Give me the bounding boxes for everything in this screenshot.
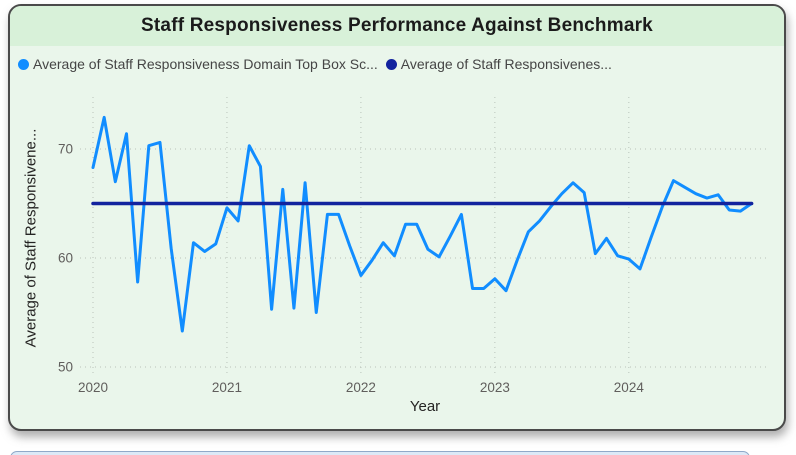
y-axis-title: Average of Staff Responsivene... xyxy=(22,128,40,348)
x-tick-label: 2021 xyxy=(212,380,242,395)
x-axis-title: Year xyxy=(409,398,441,415)
legend-item-benchmark[interactable]: Average of Staff Responsivenes... xyxy=(385,56,612,72)
y-tick-label: 60 xyxy=(58,251,73,266)
legend-label: Average of Staff Responsivenes... xyxy=(400,56,612,72)
plot-area: 2020 2021 2022 2023 2024 50 60 70 Year xyxy=(10,92,786,431)
legend-label: Average of Staff Responsiveness Domain T… xyxy=(33,56,378,72)
x-tick-label: 2020 xyxy=(78,380,108,395)
x-tick-label: 2024 xyxy=(614,380,645,395)
x-tick-label: 2023 xyxy=(480,380,510,395)
next-card-top-edge[interactable] xyxy=(10,451,750,455)
legend-item-topbox-score[interactable]: Average of Staff Responsiveness Domain T… xyxy=(18,56,378,72)
x-tick-label: 2022 xyxy=(346,380,376,395)
series-line[interactable] xyxy=(91,115,754,333)
y-tick-label: 50 xyxy=(58,360,73,375)
chart-svg[interactable]: 2020 2021 2022 2023 2024 50 60 70 xyxy=(10,92,786,431)
chart-title-bar: Staff Responsiveness Performance Against… xyxy=(10,6,784,46)
legend: Average of Staff Responsiveness Domain T… xyxy=(18,54,780,74)
chart-title: Staff Responsiveness Performance Against… xyxy=(141,15,653,36)
legend-dot-icon xyxy=(385,58,397,70)
chart-card: Staff Responsiveness Performance Against… xyxy=(8,4,786,431)
legend-dot-icon xyxy=(18,58,29,70)
y-tick-label: 70 xyxy=(58,142,73,157)
